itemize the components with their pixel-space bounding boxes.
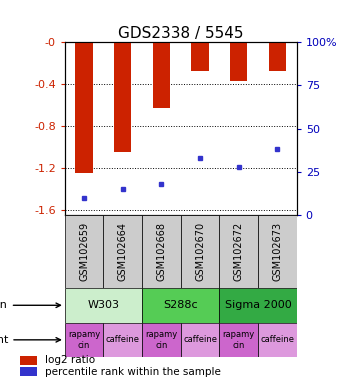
- Text: GSM102673: GSM102673: [272, 222, 282, 281]
- Text: GSM102668: GSM102668: [157, 222, 166, 281]
- Bar: [219, 323, 258, 357]
- Bar: [65, 323, 103, 357]
- Text: W303: W303: [87, 300, 119, 310]
- Text: caffeine: caffeine: [106, 335, 140, 344]
- Text: GSM102664: GSM102664: [118, 222, 128, 281]
- Text: caffeine: caffeine: [260, 335, 294, 344]
- Bar: [142, 323, 181, 357]
- Bar: [20, 367, 38, 377]
- Text: agent: agent: [0, 335, 60, 345]
- Bar: [142, 215, 181, 288]
- Bar: [103, 215, 142, 288]
- Text: rapamy
cin: rapamy cin: [223, 330, 255, 349]
- Bar: [191, 42, 209, 71]
- Bar: [142, 288, 219, 323]
- Bar: [181, 215, 219, 288]
- Bar: [269, 42, 286, 71]
- Bar: [230, 42, 247, 81]
- Bar: [65, 288, 142, 323]
- Text: GSM102659: GSM102659: [79, 222, 89, 281]
- Text: rapamy
cin: rapamy cin: [145, 330, 178, 349]
- Text: caffeine: caffeine: [183, 335, 217, 344]
- Text: strain: strain: [0, 300, 60, 310]
- Bar: [20, 356, 38, 365]
- Text: S288c: S288c: [163, 300, 198, 310]
- Bar: [114, 42, 131, 152]
- Bar: [153, 42, 170, 108]
- Text: GSM102670: GSM102670: [195, 222, 205, 281]
- Text: percentile rank within the sample: percentile rank within the sample: [45, 367, 221, 377]
- Bar: [219, 215, 258, 288]
- Text: Sigma 2000: Sigma 2000: [225, 300, 292, 310]
- Bar: [258, 323, 297, 357]
- Text: rapamy
cin: rapamy cin: [68, 330, 100, 349]
- Bar: [181, 323, 219, 357]
- Text: GSM102672: GSM102672: [234, 222, 244, 281]
- Bar: [258, 215, 297, 288]
- Bar: [219, 288, 297, 323]
- Bar: [103, 323, 142, 357]
- Text: log2 ratio: log2 ratio: [45, 356, 95, 366]
- Bar: [65, 215, 103, 288]
- Title: GDS2338 / 5545: GDS2338 / 5545: [118, 26, 243, 41]
- Bar: [75, 42, 93, 173]
